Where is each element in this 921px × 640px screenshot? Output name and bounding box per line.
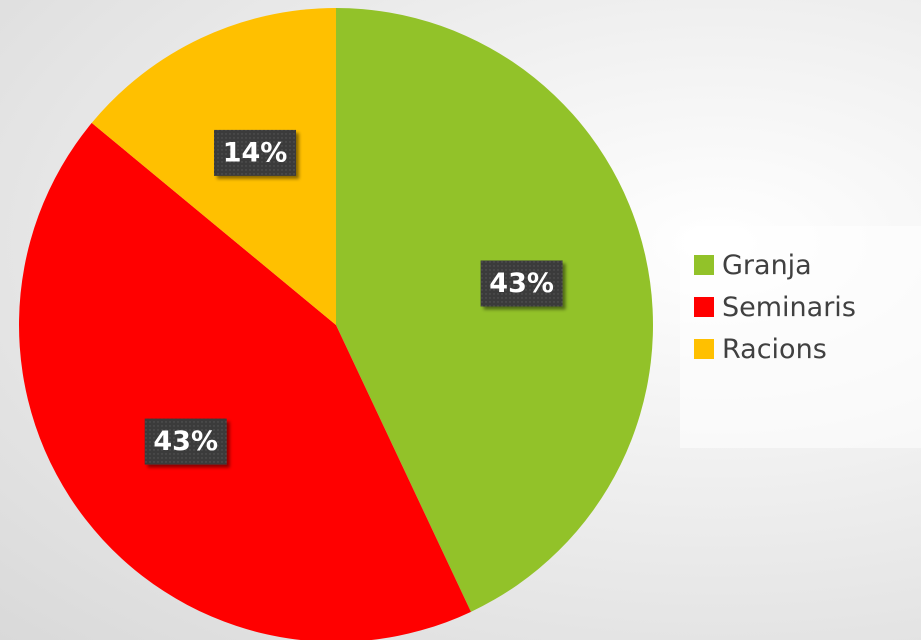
legend-item-seminaris: Seminaris bbox=[694, 286, 921, 328]
data-labels: 43% 43% 14% bbox=[144, 129, 563, 465]
legend-swatch-seminaris bbox=[694, 297, 714, 317]
legend-label-granja: Granja bbox=[722, 249, 812, 281]
data-label-text: 43% bbox=[489, 268, 554, 299]
legend-swatch-granja bbox=[694, 255, 714, 275]
legend-swatch-racions bbox=[694, 339, 714, 359]
data-label-text: 14% bbox=[223, 137, 288, 168]
data-label-text: 43% bbox=[153, 426, 218, 457]
pie-slices bbox=[19, 8, 653, 640]
data-label-racions: 14% bbox=[214, 129, 297, 176]
data-label-box bbox=[144, 418, 227, 465]
pie-slice-racions bbox=[91, 8, 336, 325]
pie-slice-seminaris bbox=[19, 122, 471, 640]
legend-item-racions: Racions bbox=[694, 328, 921, 370]
legend: Granja Seminaris Racions bbox=[680, 226, 921, 448]
legend-label-racions: Racions bbox=[722, 333, 827, 365]
data-label-seminaris: 43% bbox=[144, 418, 227, 465]
data-label-box bbox=[480, 260, 563, 307]
data-label-granja: 43% bbox=[480, 260, 563, 307]
legend-item-granja: Granja bbox=[694, 244, 921, 286]
legend-label-seminaris: Seminaris bbox=[722, 291, 856, 323]
pie-slice-granja bbox=[336, 8, 653, 612]
data-label-box bbox=[214, 129, 297, 176]
